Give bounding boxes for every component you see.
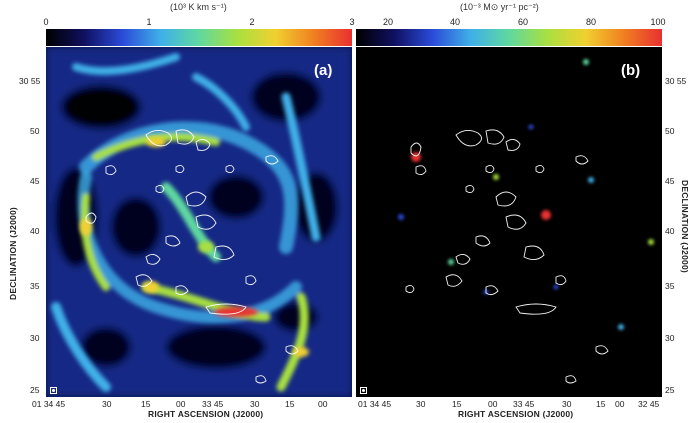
co-intensity-map bbox=[46, 47, 352, 397]
dec-tick-right: 35 bbox=[665, 281, 675, 291]
dec-tick-right: 40 bbox=[665, 226, 675, 236]
colorbar-a-tick: 2 bbox=[249, 17, 255, 27]
dec-tick-left: 35 bbox=[30, 281, 40, 291]
ra-tick-b: 15 bbox=[452, 399, 462, 409]
colorbar-b-units: (10⁻³ M⊙ yr⁻¹ pc⁻²) bbox=[460, 2, 539, 12]
ra-tick-a: 30 bbox=[102, 399, 112, 409]
colorbar-b-tick: 60 bbox=[517, 17, 528, 27]
dec-tick-left: 40 bbox=[30, 226, 40, 236]
dec-axis-title-left: DECLINATION (J2000) bbox=[8, 207, 18, 300]
colorbar-a-tick: 1 bbox=[146, 17, 152, 27]
ra-axis-title-a: RIGHT ASCENSION (J2000) bbox=[148, 409, 264, 419]
dec-tick-right: 30 bbox=[665, 333, 675, 343]
colorbar-a-tick: 0 bbox=[43, 17, 49, 27]
ra-tick-a: 00 bbox=[318, 399, 328, 409]
dec-tick-left: 50 bbox=[30, 126, 40, 136]
colorbar-a bbox=[46, 29, 352, 46]
sfr-density-map bbox=[356, 47, 662, 397]
ra-tick-b: 15 bbox=[596, 399, 606, 409]
dec-tick-left: 30 bbox=[30, 333, 40, 343]
colorbar-b-tick: 20 bbox=[382, 17, 393, 27]
beam-marker-a bbox=[50, 387, 57, 394]
panel-a-label: (a) bbox=[314, 62, 333, 79]
colorbar-b bbox=[356, 29, 662, 46]
ra-axis-title-b: RIGHT ASCENSION (J2000) bbox=[458, 409, 574, 419]
dec-axis-title-right: DECLINATION (J2000) bbox=[680, 180, 690, 273]
colorbar-b-tick: 100 bbox=[650, 17, 666, 27]
ra-tick-b: 30 bbox=[562, 399, 572, 409]
panel-b-label: (b) bbox=[621, 62, 641, 79]
dec-tick-right: 25 bbox=[665, 385, 675, 395]
ra-tick-b: 00 bbox=[615, 399, 625, 409]
ra-tick-b: 01 34 45 bbox=[358, 399, 392, 409]
colorbar-b-tick: 80 bbox=[585, 17, 596, 27]
colorbar-a-tick: 3 bbox=[349, 17, 355, 27]
beam-marker-b bbox=[360, 387, 367, 394]
ra-tick-b: 30 bbox=[416, 399, 426, 409]
ra-tick-b: 32 45 bbox=[638, 399, 660, 409]
ra-tick-b: 00 bbox=[488, 399, 498, 409]
ra-tick-a: 30 bbox=[250, 399, 260, 409]
dec-tick-left: 30 55 bbox=[19, 76, 41, 86]
ra-tick-a: 33 45 bbox=[202, 399, 224, 409]
dec-tick-right: 30 55 bbox=[665, 76, 687, 86]
ra-tick-a: 01 34 45 bbox=[32, 399, 66, 409]
colorbar-a-units: (10³ K km s⁻¹) bbox=[170, 2, 227, 12]
ra-tick-a: 00 bbox=[176, 399, 186, 409]
ra-tick-a: 15 bbox=[141, 399, 151, 409]
dec-tick-left: 45 bbox=[30, 176, 40, 186]
ra-tick-a: 15 bbox=[285, 399, 295, 409]
dec-tick-right: 50 bbox=[665, 126, 675, 136]
ra-tick-b: 33 45 bbox=[513, 399, 535, 409]
panel-a-image: (a) bbox=[46, 47, 352, 397]
panel-b-image: (b) bbox=[356, 47, 662, 397]
colorbar-b-tick: 40 bbox=[449, 17, 460, 27]
dec-tick-right: 45 bbox=[665, 176, 675, 186]
dec-tick-left: 25 bbox=[30, 385, 40, 395]
